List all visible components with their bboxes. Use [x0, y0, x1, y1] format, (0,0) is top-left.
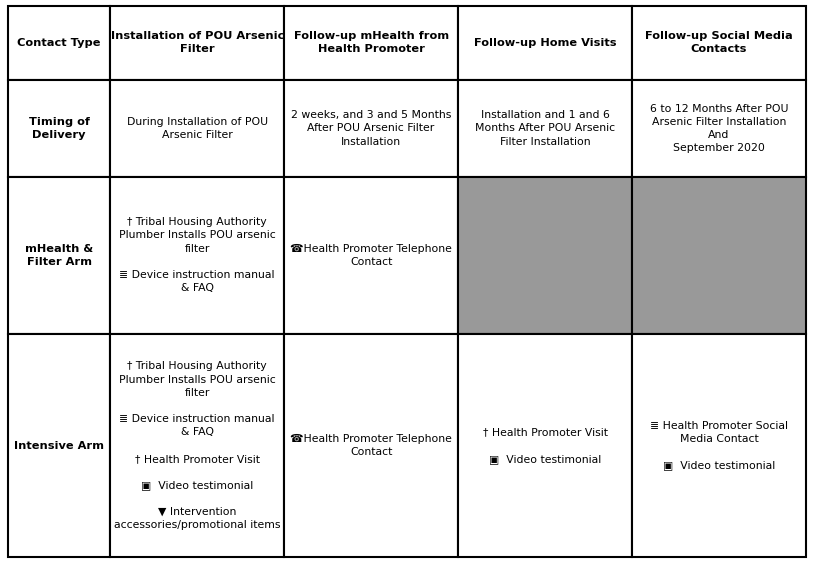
- Text: Installation and 1 and 6
Months After POU Arsenic
Filter Installation: Installation and 1 and 6 Months After PO…: [475, 110, 615, 146]
- Bar: [632, 334, 806, 557]
- Bar: [110, 80, 284, 177]
- Text: Follow-up mHealth from
Health Promoter: Follow-up mHealth from Health Promoter: [294, 32, 449, 55]
- Bar: [458, 6, 632, 80]
- Bar: [632, 6, 806, 80]
- Text: Intensive Arm: Intensive Arm: [14, 441, 104, 450]
- Text: † Tribal Housing Authority
Plumber Installs POU arsenic
filter

≣ Device instruc: † Tribal Housing Authority Plumber Insta…: [114, 361, 281, 530]
- Text: Contact Type: Contact Type: [17, 38, 101, 48]
- Bar: [632, 177, 806, 334]
- Text: Installation of POU Arsenic
Filter: Installation of POU Arsenic Filter: [111, 32, 284, 55]
- Bar: [110, 6, 284, 80]
- Text: ☎Health Promoter Telephone
Contact: ☎Health Promoter Telephone Contact: [290, 434, 452, 457]
- Bar: [8, 6, 110, 80]
- Bar: [110, 177, 284, 334]
- Text: Follow-up Social Media
Contacts: Follow-up Social Media Contacts: [645, 32, 793, 55]
- Text: ≣ Health Promoter Social
Media Contact

▣  Video testimonial: ≣ Health Promoter Social Media Contact ▣…: [650, 421, 788, 471]
- Text: † Health Promoter Visit

▣  Video testimonial: † Health Promoter Visit ▣ Video testimon…: [483, 427, 607, 464]
- Bar: [458, 80, 632, 177]
- Text: Timing of
Delivery: Timing of Delivery: [28, 117, 90, 140]
- Bar: [284, 177, 458, 334]
- Bar: [458, 177, 632, 334]
- Bar: [8, 80, 110, 177]
- Text: 6 to 12 Months After POU
Arsenic Filter Installation
And
September 2020: 6 to 12 Months After POU Arsenic Filter …: [650, 104, 788, 153]
- Text: mHealth &
Filter Arm: mHealth & Filter Arm: [25, 244, 94, 267]
- Text: ☎Health Promoter Telephone
Contact: ☎Health Promoter Telephone Contact: [290, 244, 452, 267]
- Bar: [284, 80, 458, 177]
- Bar: [458, 334, 632, 557]
- Text: During Installation of POU
Arsenic Filter: During Installation of POU Arsenic Filte…: [127, 117, 268, 140]
- Bar: [110, 334, 284, 557]
- Bar: [632, 80, 806, 177]
- Text: 2 weeks, and 3 and 5 Months
After POU Arsenic Filter
Installation: 2 weeks, and 3 and 5 Months After POU Ar…: [291, 110, 451, 146]
- Bar: [8, 334, 110, 557]
- Text: † Tribal Housing Authority
Plumber Installs POU arsenic
filter

≣ Device instruc: † Tribal Housing Authority Plumber Insta…: [119, 217, 276, 293]
- Bar: [8, 177, 110, 334]
- Bar: [284, 334, 458, 557]
- Bar: [284, 6, 458, 80]
- Text: Follow-up Home Visits: Follow-up Home Visits: [474, 38, 616, 48]
